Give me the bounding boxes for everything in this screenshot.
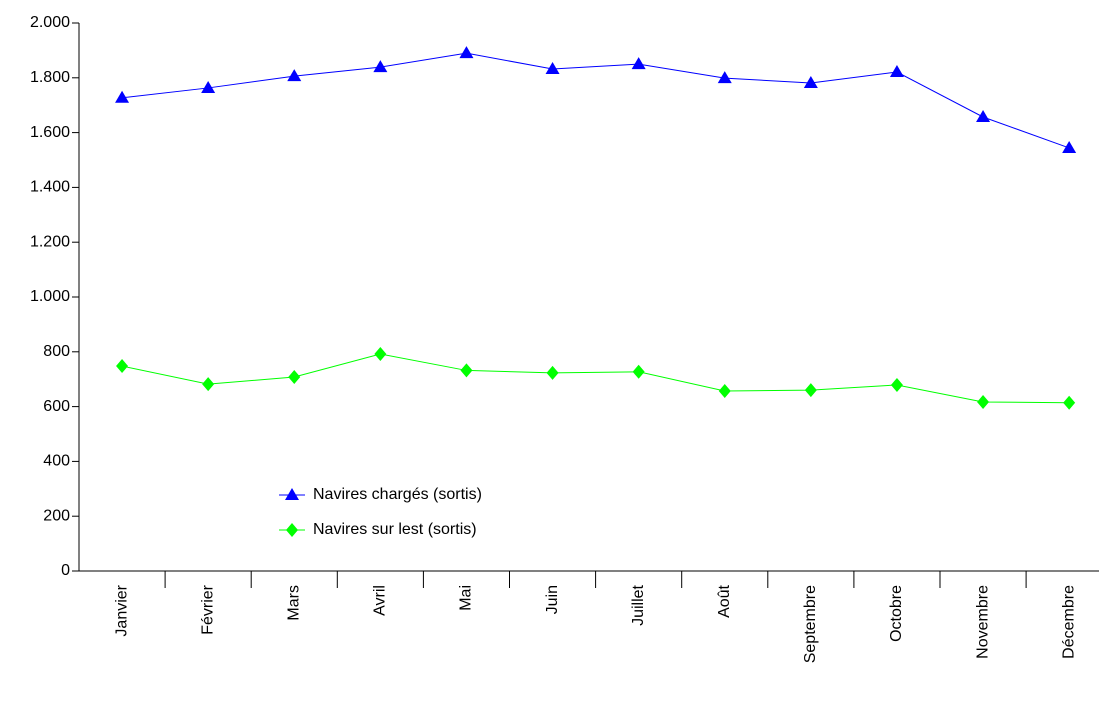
- data-point: [202, 377, 215, 392]
- data-point: [804, 383, 817, 398]
- data-point: [1063, 395, 1076, 410]
- x-tick-label: Juin: [544, 585, 561, 614]
- x-tick-label: Février: [199, 584, 216, 634]
- legend-marker: [285, 488, 299, 500]
- x-tick-label: Octobre: [888, 585, 905, 642]
- y-tick-label: 1.600: [30, 124, 70, 141]
- data-point: [287, 69, 302, 82]
- data-point: [889, 65, 904, 78]
- y-tick-label: 1.200: [30, 233, 70, 250]
- data-point: [718, 383, 731, 398]
- y-tick-label: 2.000: [30, 14, 70, 31]
- data-point: [116, 359, 129, 374]
- data-point: [545, 62, 560, 75]
- x-tick-label: Janvier: [113, 584, 130, 636]
- x-tick-label: Novembre: [974, 585, 991, 659]
- legend-marker: [286, 523, 298, 537]
- x-tick-label: Décembre: [1060, 585, 1077, 659]
- x-tick-label: Mai: [458, 585, 475, 611]
- data-point: [977, 394, 990, 409]
- x-tick-label: Juillet: [630, 584, 647, 625]
- data-point: [976, 109, 991, 122]
- data-point: [201, 80, 216, 93]
- x-tick-label: Mars: [285, 585, 302, 621]
- y-tick-label: 200: [43, 507, 70, 524]
- data-point: [460, 363, 473, 378]
- data-point: [373, 60, 388, 73]
- data-point: [631, 57, 646, 70]
- data-point: [374, 346, 387, 361]
- y-tick-label: 400: [43, 453, 70, 470]
- series-line: [121, 52, 1070, 149]
- x-tick-label: Septembre: [802, 585, 819, 663]
- series-line: [121, 353, 1070, 404]
- y-tick-label: 1.000: [30, 288, 70, 305]
- data-point: [803, 76, 818, 89]
- y-tick-label: 0: [61, 562, 70, 579]
- y-tick-label: 800: [43, 343, 70, 360]
- x-tick-label: Avril: [372, 585, 389, 616]
- data-point: [115, 90, 130, 103]
- data-point: [717, 71, 732, 84]
- data-point: [890, 377, 903, 392]
- y-tick-label: 1.800: [30, 69, 70, 86]
- data-point: [459, 46, 474, 59]
- data-point: [1062, 140, 1077, 153]
- data-point: [546, 365, 559, 380]
- legend-label: Navires sur lest (sortis): [313, 521, 477, 538]
- legend-label: Navires chargés (sortis): [313, 486, 482, 503]
- y-tick-label: 600: [43, 398, 70, 415]
- x-tick-label: Août: [716, 584, 733, 617]
- y-tick-label: 1.400: [30, 179, 70, 196]
- data-point: [632, 364, 645, 379]
- data-point: [288, 370, 301, 385]
